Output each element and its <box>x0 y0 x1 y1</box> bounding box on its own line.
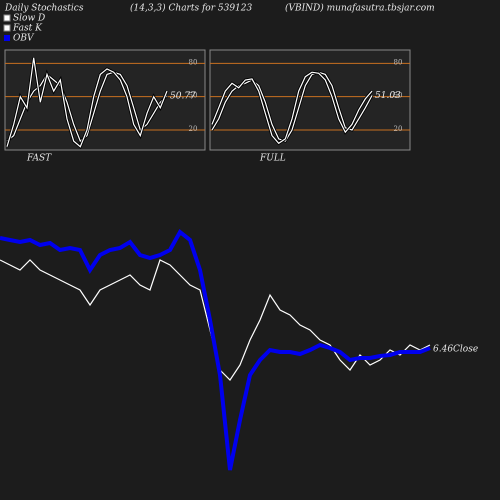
legend-swatch <box>4 35 10 41</box>
line <box>6 57 168 148</box>
legend-label: Fast K <box>12 24 43 34</box>
legend-swatch <box>3 14 11 22</box>
panel <box>209 49 411 151</box>
y-tick-label: 20 <box>189 125 198 133</box>
y-tick-label: 50 <box>189 92 198 100</box>
legend-swatch <box>3 24 11 32</box>
legend-label: Slow D <box>13 14 45 24</box>
line <box>211 71 373 145</box>
value-label: 51.03 <box>375 91 401 101</box>
header-center: (14,3,3) Charts for 539123 <box>130 3 252 14</box>
panel-label: FAST <box>26 154 52 164</box>
header-left: Daily Stochastics <box>4 4 84 14</box>
panel-label: FULL <box>259 154 286 164</box>
line <box>0 228 431 471</box>
annotation: 6.46Close <box>433 345 478 355</box>
y-tick-label: 50 <box>394 92 403 100</box>
header-right: (VBIND) munafasutra.tbsjar.com <box>285 3 435 14</box>
line <box>6 71 168 143</box>
y-tick-label: 20 <box>394 125 403 133</box>
panel <box>4 49 206 151</box>
legend-label: OBV <box>13 34 35 44</box>
y-tick-label: 80 <box>394 58 403 66</box>
y-tick-label: 80 <box>189 58 198 66</box>
value-label: 50.77 <box>170 91 196 101</box>
